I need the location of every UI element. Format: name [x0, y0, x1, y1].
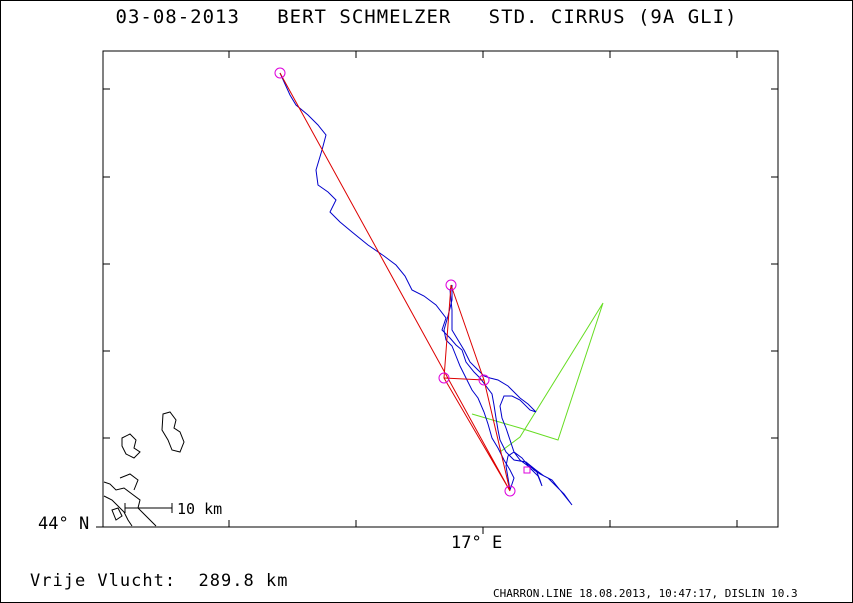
latitude-label: 44° N	[38, 514, 90, 534]
secondary-track	[471, 302, 604, 453]
y-axis-ticks	[96, 88, 778, 528]
distance-value: 289.8 km	[198, 571, 289, 591]
scale-bar-label: 10 km	[177, 500, 223, 518]
island-1	[161, 411, 185, 453]
island-2	[121, 433, 141, 459]
turnpoint-3	[478, 374, 490, 386]
coast-main	[103, 473, 157, 527]
footer-credit: CHARRON.LINE 18.08.2013, 10:47:17, DISLI…	[493, 587, 798, 600]
turnpoint-marker	[523, 466, 531, 474]
task-leg-extra	[443, 377, 485, 381]
island-3	[111, 507, 123, 521]
turnpoints	[274, 67, 531, 497]
scale-bar	[124, 503, 173, 513]
flight-track	[279, 72, 573, 506]
task-line	[279, 72, 511, 492]
turnpoint-4	[438, 372, 450, 384]
turnpoint-start	[274, 67, 286, 79]
distance-label: Vrije Vlucht:	[30, 571, 177, 591]
coastline	[103, 411, 185, 527]
flight-title: 03-08-2013 BERT SCHMELZER STD. CIRRUS (9…	[115, 6, 738, 28]
turnpoint-finish	[504, 485, 516, 497]
turnpoint-2	[445, 279, 457, 291]
distance-summary: Vrije Vlucht: 289.8 km	[30, 571, 288, 591]
longitude-label: 17° E	[451, 533, 503, 553]
plot-border	[102, 50, 779, 528]
x-axis-ticks	[228, 51, 738, 534]
